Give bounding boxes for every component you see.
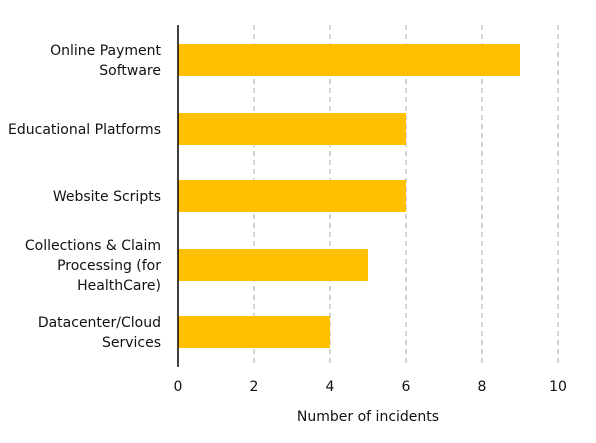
bar (178, 113, 406, 145)
category-label: Educational Platforms (8, 122, 161, 138)
category-label: Datacenter/Cloud Services (38, 315, 161, 351)
bars (178, 44, 520, 348)
bar (178, 180, 406, 212)
x-tick-label: 4 (326, 379, 335, 395)
bar (178, 249, 368, 281)
x-tick-label: 8 (478, 379, 487, 395)
category-label: Website Scripts (53, 189, 161, 205)
category-label: Collections & Claim Processing (for Health… (25, 238, 161, 294)
bar (178, 316, 330, 348)
x-axis-title: Number of incidents (297, 409, 439, 425)
category-labels: Online Payment Software Educational Platfo… (8, 43, 161, 351)
x-tick-labels: 0 2 4 6 8 10 (174, 379, 567, 395)
category-label: Online Payment Software (50, 43, 161, 79)
bar (178, 44, 520, 76)
x-tick-label: 2 (250, 379, 259, 395)
x-tick-label: 6 (402, 379, 411, 395)
x-tick-label: 0 (174, 379, 183, 395)
x-tick-label: 10 (549, 379, 567, 395)
